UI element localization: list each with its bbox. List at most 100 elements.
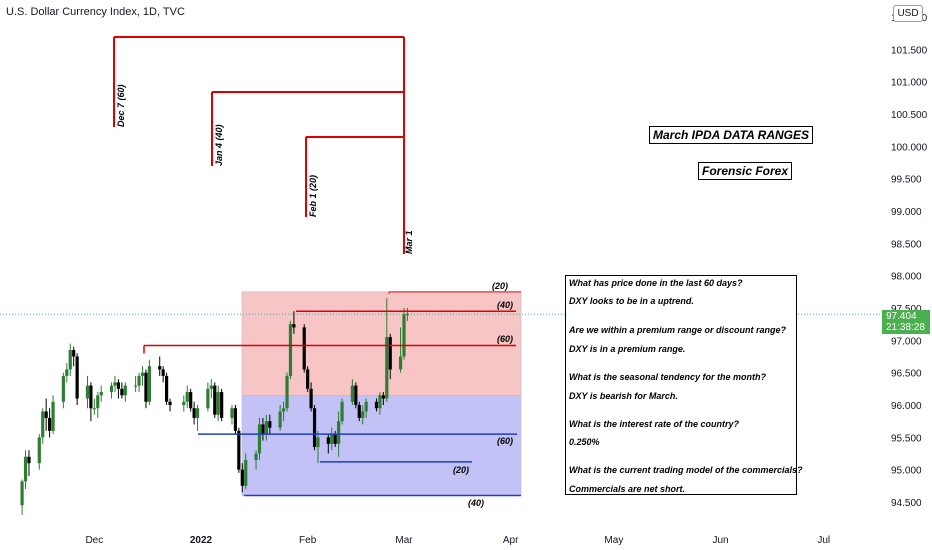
premium-range-box — [241, 291, 522, 396]
candle-body — [244, 459, 248, 486]
x-axis: Dec 2022 Feb Mar Apr May Jun Jul — [85, 535, 830, 546]
y-tick-label: 97.500 — [891, 304, 922, 315]
candle-body — [44, 411, 48, 418]
y-tick-label: 99.500 — [891, 175, 922, 186]
candle-body — [120, 388, 124, 396]
y-tick-label: 99.000 — [891, 207, 922, 218]
candles — [20, 298, 410, 515]
author-title-box: Forensic Forex — [698, 162, 793, 180]
candle-body — [388, 337, 392, 370]
last-price-tag: 97.404 21:38:28 — [882, 310, 930, 334]
x-tick-label: Apr — [503, 535, 519, 546]
candle-body — [316, 437, 320, 448]
candle-body — [72, 350, 76, 357]
candle-body — [195, 408, 200, 418]
y-tick-label: 98.500 — [891, 239, 922, 250]
candle-body — [268, 421, 272, 428]
candle-body — [350, 385, 354, 402]
candle-body — [264, 421, 268, 435]
currency-button[interactable]: USD — [893, 5, 923, 22]
candle-body — [41, 411, 45, 438]
y-tick-label: 95.000 — [891, 466, 922, 477]
candle-body — [137, 375, 141, 386]
candle-body — [164, 375, 169, 402]
candle-body — [216, 392, 220, 415]
candle-body — [312, 408, 317, 448]
range-label: (60) — [497, 334, 513, 344]
y-tick-label: 100.500 — [891, 110, 928, 121]
chart-title: U.S. Dollar Currency Index, 1D, TVC — [6, 6, 185, 18]
candle-body — [147, 366, 151, 402]
qa-question-5: What is the current trading model of the… — [569, 465, 803, 475]
candle-body — [206, 388, 210, 409]
candle-body — [309, 388, 313, 409]
qa-question-2: Are we within a premium range or discoun… — [569, 325, 787, 335]
qa-answer-4: 0.250% — [569, 437, 600, 447]
candle-body — [230, 408, 234, 418]
candle-body — [361, 411, 365, 418]
candle-body — [61, 375, 65, 402]
candle-body — [292, 324, 296, 328]
range-label: (20) — [492, 281, 508, 291]
candle-body — [51, 401, 55, 431]
candle-body — [340, 401, 344, 422]
y-tick-label: 97.000 — [891, 336, 922, 347]
y-axis: 94.500 95.000 95.500 96.000 96.500 97.000 97.5… — [891, 13, 928, 509]
candle-body — [109, 385, 114, 393]
bar-countdown: 21:38:28 — [886, 322, 925, 333]
candle-body — [92, 408, 96, 410]
candle-body — [48, 417, 52, 431]
candle-body — [330, 434, 334, 444]
annotation-lines — [113, 36, 521, 497]
candle-body — [168, 401, 172, 405]
qa-answer-3: DXY is bearish for March. — [569, 391, 678, 401]
candle-body — [278, 411, 282, 428]
x-tick-label: Jun — [712, 535, 728, 546]
look-back-label: Feb 1 (20) — [308, 175, 318, 217]
candle-body — [385, 337, 389, 399]
x-tick-label: May — [604, 535, 623, 546]
x-tick-label: Mar — [395, 535, 413, 546]
candle-body — [381, 395, 385, 399]
candle-body — [89, 385, 93, 409]
candle-body — [326, 437, 330, 444]
main-title-box: March IPDA DATA RANGES — [649, 126, 814, 144]
y-tick-label: 95.500 — [891, 433, 922, 444]
candle-body — [192, 408, 196, 418]
candle-body — [113, 382, 117, 386]
candle-body — [140, 372, 145, 376]
candle-body — [27, 456, 31, 464]
candle-body — [354, 385, 358, 405]
candle-body — [134, 385, 138, 387]
x-tick-label: Dec — [85, 535, 103, 546]
candle-body — [96, 395, 100, 409]
candle-body — [20, 481, 24, 506]
range-label: (60) — [497, 436, 513, 446]
candle-body — [68, 350, 72, 370]
candle-body — [357, 405, 361, 418]
x-tick-label: 2022 — [190, 535, 213, 546]
candle-body — [209, 385, 213, 389]
candle-body — [333, 434, 337, 444]
candle-body — [337, 421, 341, 444]
look-back-label: Dec 7 (60) — [116, 84, 126, 127]
y-tick-label: 98.000 — [891, 272, 922, 283]
qa-answer-1: DXY looks to be in a uptrend. — [569, 296, 694, 306]
candle-body — [220, 392, 224, 418]
qa-question-1: What has price done in the last 60 days? — [569, 278, 743, 288]
candle-body — [240, 469, 244, 486]
candle-body — [306, 369, 310, 389]
candle-body — [288, 324, 293, 376]
candle-body — [116, 382, 121, 389]
candle-body — [182, 401, 186, 405]
discount-range-box — [241, 394, 522, 496]
candle-body — [281, 408, 286, 412]
qa-question-3: What is the seasonal tendency for the mo… — [569, 372, 767, 382]
candle-body — [213, 385, 217, 415]
candle-body — [374, 401, 379, 409]
y-tick-label: 101.000 — [891, 78, 928, 89]
last-price: 97.404 — [886, 311, 917, 322]
candle-body — [285, 375, 289, 409]
candle-body — [75, 356, 79, 399]
